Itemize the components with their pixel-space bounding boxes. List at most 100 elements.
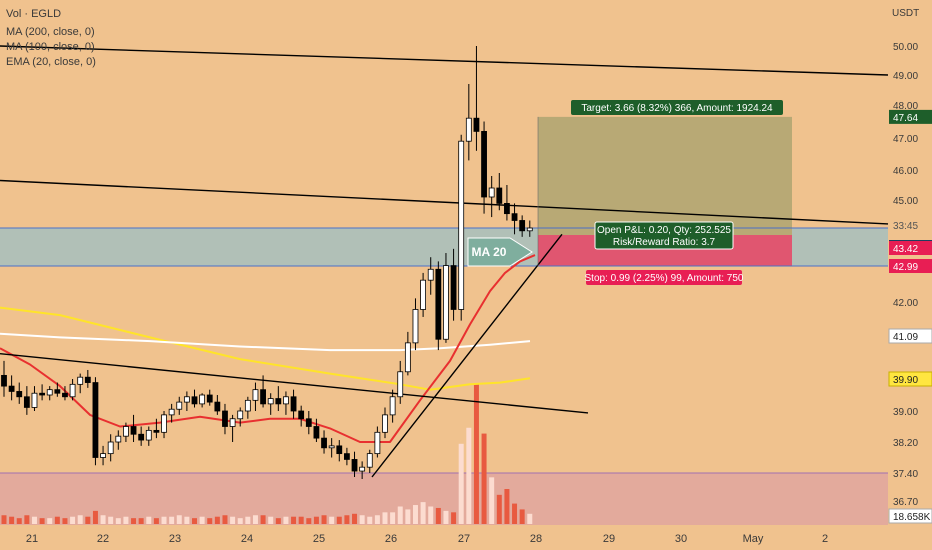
candle[interactable]	[283, 391, 289, 415]
candle[interactable]	[313, 418, 320, 442]
candle[interactable]	[69, 379, 76, 401]
candle[interactable]	[351, 451, 358, 477]
price-axis[interactable]: 50.00 49.00 48.00 47.00 46.00 45.00 42.00 39.00…	[893, 42, 918, 508]
candle[interactable]	[145, 426, 152, 446]
trendline-4[interactable]	[371, 233, 563, 478]
candle[interactable]	[46, 386, 53, 401]
candle[interactable]	[420, 272, 427, 317]
candle-body	[1, 374, 7, 387]
trendline-1[interactable]	[0, 45, 889, 76]
candle[interactable]	[176, 396, 183, 415]
candle[interactable]	[397, 360, 404, 404]
candle[interactable]	[389, 389, 396, 423]
candle[interactable]	[465, 84, 472, 161]
candle[interactable]	[427, 257, 434, 295]
candle[interactable]	[481, 121, 487, 214]
candle[interactable]	[229, 414, 236, 442]
candle[interactable]	[366, 449, 373, 473]
candle[interactable]	[39, 384, 45, 401]
candle[interactable]	[115, 430, 122, 450]
candle[interactable]	[336, 440, 343, 462]
target-zone[interactable]	[538, 116, 792, 235]
candle[interactable]	[84, 369, 91, 388]
candle[interactable]	[8, 375, 15, 401]
candle[interactable]	[343, 447, 350, 466]
indicator-ema20-label[interactable]: EMA (20, close, 0)	[6, 56, 96, 68]
candle-body	[473, 117, 480, 132]
candle[interactable]	[206, 389, 213, 406]
ma200-line[interactable]	[0, 306, 531, 391]
candle[interactable]	[488, 176, 495, 218]
candle[interactable]	[412, 298, 419, 351]
candle[interactable]	[161, 411, 167, 439]
candle[interactable]	[199, 393, 206, 408]
candle[interactable]	[298, 405, 305, 427]
candle[interactable]	[435, 261, 442, 351]
candle-body	[389, 396, 396, 416]
candle[interactable]	[404, 331, 411, 376]
candle[interactable]	[244, 396, 251, 419]
candle[interactable]	[107, 434, 114, 462]
candle-body	[153, 429, 160, 433]
candle[interactable]	[260, 375, 266, 408]
candle[interactable]	[511, 203, 518, 235]
indicator-ma100-label[interactable]: MA (100, close, 0)	[6, 41, 95, 53]
trendline-2[interactable]	[0, 179, 889, 225]
candle[interactable]	[275, 386, 282, 411]
candle[interactable]	[450, 248, 457, 321]
pnl-box[interactable]: Open P&L: 0.20, Qty: 252.525 Risk/Reward…	[594, 221, 734, 250]
candle[interactable]	[222, 403, 228, 435]
candle-body	[435, 268, 442, 340]
candle[interactable]	[237, 407, 244, 427]
candle[interactable]	[92, 377, 99, 466]
candle[interactable]	[458, 134, 465, 321]
candle[interactable]	[374, 426, 381, 458]
candle[interactable]	[1, 360, 7, 397]
candle[interactable]	[54, 382, 61, 397]
time-axis[interactable]: 21 22 23 24 25 26 27 28 29 30 May 2	[26, 533, 828, 545]
candle[interactable]	[359, 461, 366, 479]
candle[interactable]	[382, 407, 388, 439]
indicator-vol-label[interactable]: Vol · EGLD	[6, 8, 61, 20]
target-box[interactable]: Target: 3.66 (8.32%) 366, Amount: 1924.2…	[571, 100, 783, 115]
candle[interactable]	[23, 386, 30, 415]
candle[interactable]	[16, 382, 23, 404]
candle[interactable]	[504, 185, 510, 221]
ma100-line[interactable]	[0, 332, 531, 352]
candle[interactable]	[328, 438, 335, 458]
candle[interactable]	[153, 418, 160, 439]
candle[interactable]	[526, 220, 533, 237]
candle[interactable]	[290, 389, 297, 419]
candle[interactable]	[305, 411, 312, 435]
candle[interactable]	[130, 414, 137, 442]
ma20-callout[interactable]: MA 20	[467, 237, 533, 267]
candle[interactable]	[496, 173, 503, 211]
trendline-3[interactable]	[0, 353, 589, 414]
candle[interactable]	[62, 386, 68, 401]
candle[interactable]	[183, 391, 190, 411]
candle[interactable]	[214, 395, 221, 415]
candle[interactable]	[252, 382, 259, 411]
candle-body	[92, 382, 99, 458]
candle[interactable]	[519, 215, 526, 237]
candle-body	[450, 265, 457, 310]
candle[interactable]	[168, 403, 175, 423]
candle[interactable]	[443, 253, 449, 343]
time-tick-label: 26	[385, 533, 397, 545]
indicator-ma200-label[interactable]: MA (200, close, 0)	[6, 26, 95, 38]
candle[interactable]	[100, 445, 106, 466]
candle[interactable]	[191, 389, 198, 408]
candle[interactable]	[321, 430, 327, 454]
stop-box[interactable]: Stop: 0.99 (2.25%) 99, Amount: 750	[585, 270, 744, 285]
candle[interactable]	[77, 373, 84, 394]
candle[interactable]	[123, 422, 129, 442]
candle[interactable]	[138, 426, 145, 446]
price-badge: 18.658K	[888, 508, 932, 524]
candle[interactable]	[267, 393, 274, 415]
target-text: Target: 3.66 (8.32%) 366, Amount: 1924.2…	[581, 103, 773, 114]
volume-bar	[428, 506, 434, 524]
candle[interactable]	[473, 46, 480, 151]
candle[interactable]	[31, 386, 38, 411]
